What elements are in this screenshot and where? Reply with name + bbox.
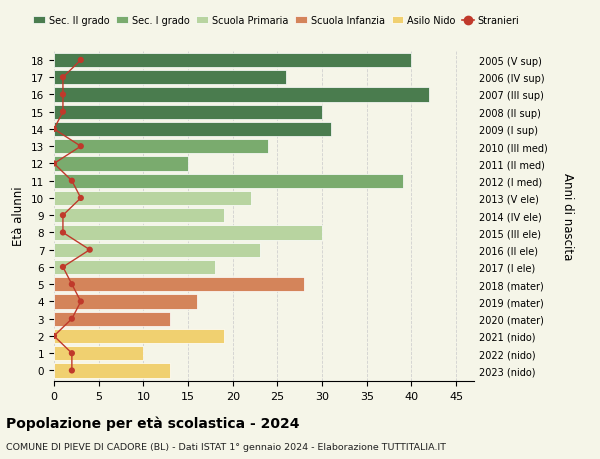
- Point: [76, 298, 86, 306]
- Bar: [54, 88, 430, 102]
- Point: [49, 126, 59, 133]
- Bar: [54, 295, 197, 309]
- Point: [76, 57, 86, 64]
- Bar: [54, 260, 215, 274]
- Point: [58, 263, 68, 271]
- Point: [67, 367, 77, 375]
- Point: [49, 160, 59, 168]
- Bar: [54, 364, 170, 378]
- Point: [76, 143, 86, 151]
- Point: [58, 91, 68, 99]
- Bar: [54, 54, 412, 68]
- Bar: [54, 209, 224, 223]
- Point: [67, 281, 77, 288]
- Bar: [54, 106, 322, 119]
- Bar: [54, 243, 260, 257]
- Point: [58, 212, 68, 219]
- Bar: [54, 226, 322, 240]
- Point: [58, 230, 68, 237]
- Bar: [54, 278, 304, 291]
- Bar: [54, 71, 286, 85]
- Bar: [54, 157, 188, 171]
- Y-axis label: Età alunni: Età alunni: [13, 186, 25, 246]
- Bar: [54, 174, 403, 188]
- Point: [58, 109, 68, 116]
- Y-axis label: Anni di nascita: Anni di nascita: [562, 172, 575, 259]
- Point: [67, 350, 77, 357]
- Point: [58, 74, 68, 82]
- Bar: [54, 123, 331, 137]
- Bar: [54, 312, 170, 326]
- Point: [67, 315, 77, 323]
- Bar: [54, 329, 224, 343]
- Bar: [54, 191, 251, 206]
- Text: COMUNE DI PIEVE DI CADORE (BL) - Dati ISTAT 1° gennaio 2024 - Elaborazione TUTTI: COMUNE DI PIEVE DI CADORE (BL) - Dati IS…: [6, 442, 446, 451]
- Point: [76, 195, 86, 202]
- Point: [85, 246, 95, 254]
- Point: [49, 332, 59, 340]
- Text: Popolazione per età scolastica - 2024: Popolazione per età scolastica - 2024: [6, 415, 299, 430]
- Point: [67, 178, 77, 185]
- Bar: [54, 347, 143, 360]
- Bar: [54, 140, 268, 154]
- Legend: Sec. II grado, Sec. I grado, Scuola Primaria, Scuola Infanzia, Asilo Nido, Stran: Sec. II grado, Sec. I grado, Scuola Prim…: [29, 12, 523, 30]
